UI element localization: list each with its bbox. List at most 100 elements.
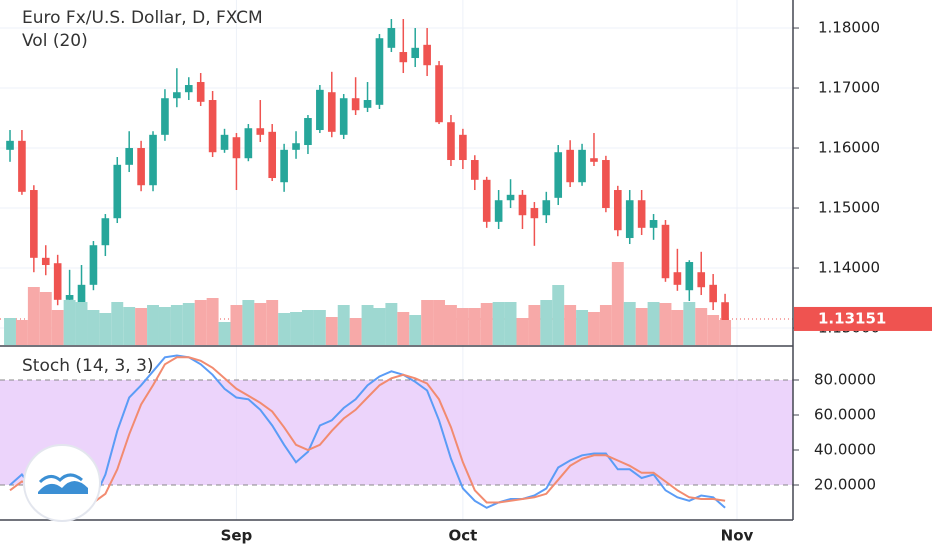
volume-bar — [385, 303, 398, 345]
volume-bar — [492, 302, 505, 345]
volume-bar — [63, 300, 76, 345]
candle-body — [137, 148, 145, 186]
volume-bar — [588, 312, 600, 345]
candle-body — [53, 263, 62, 300]
candle-body — [184, 85, 193, 93]
candle-body — [721, 302, 729, 321]
volume-bar — [528, 305, 541, 345]
y-tick-label: 1.17000 — [818, 79, 880, 97]
volume-bar — [480, 303, 493, 345]
volume-bar — [504, 302, 517, 345]
volume-bar — [611, 262, 624, 345]
volume-bar — [349, 318, 362, 345]
candle-body — [304, 118, 312, 146]
volume-bar — [540, 300, 553, 345]
candle-body — [649, 220, 658, 228]
candle-body — [673, 272, 682, 285]
candle-body — [625, 200, 634, 239]
volume-bar — [337, 305, 350, 345]
candle-body — [602, 160, 610, 209]
volume-bar — [707, 315, 720, 345]
y-tick-label: 1.15000 — [818, 199, 880, 217]
candle-body — [232, 137, 241, 159]
volume-bar — [254, 303, 267, 345]
candle-body — [41, 257, 50, 266]
volume-bar — [325, 317, 338, 345]
y-tick-label: 60.0000 — [814, 406, 876, 424]
y-tick-label: 40.0000 — [814, 441, 876, 459]
last-price-box — [794, 306, 932, 331]
candle-body — [482, 179, 491, 222]
volume-bar — [361, 305, 374, 345]
candle-body — [709, 284, 717, 303]
volume-bar — [15, 320, 28, 345]
volume-bar — [206, 298, 219, 345]
candle-body — [327, 92, 336, 132]
candle-body — [566, 149, 574, 183]
candle-body — [387, 28, 396, 48]
y-tick-label: 20.0000 — [814, 476, 876, 494]
y-tick-label: 1.14000 — [818, 259, 880, 277]
volume-bar — [433, 300, 446, 345]
volume-bar — [230, 305, 243, 345]
y-tick-label: 1.18000 — [818, 19, 880, 37]
candle-body — [518, 194, 527, 216]
volume-bar — [39, 292, 52, 345]
candle-body — [220, 134, 229, 150]
volume-bar — [182, 303, 195, 345]
y-tick-label: 1.16000 — [818, 139, 880, 157]
band — [0, 380, 793, 486]
candle-body — [208, 100, 217, 153]
candle-body — [613, 190, 622, 231]
chart-title: Euro Fx/U.S. Dollar, D, FXCM — [22, 8, 263, 28]
stoch-line — [9, 354, 726, 509]
candle-body — [590, 158, 598, 162]
volume-bar — [409, 315, 422, 345]
volume-bar — [75, 302, 88, 345]
volume-bar — [278, 313, 291, 345]
x-tick-label: Nov — [721, 527, 754, 545]
volume-bar — [671, 310, 684, 345]
volume-bar — [397, 312, 410, 345]
volume-bar — [468, 308, 481, 345]
volume-bar — [599, 305, 612, 345]
candle-body — [435, 65, 443, 123]
volume-bar — [647, 302, 660, 345]
volume-bar — [266, 300, 279, 345]
candle-body — [339, 98, 348, 135]
candle-body — [578, 149, 586, 183]
volume-bar — [516, 318, 529, 345]
volume-bar — [87, 310, 100, 345]
volume-bar — [27, 287, 40, 345]
volume-bar — [218, 322, 231, 345]
volume-bar — [111, 302, 124, 345]
last-price-label: 1.13151 — [818, 309, 886, 327]
candle-body — [244, 128, 253, 159]
candle-body — [554, 152, 563, 198]
candle-body — [65, 295, 74, 300]
volume-bar — [194, 300, 207, 345]
volume-bar — [147, 305, 159, 345]
candle-body — [411, 47, 420, 59]
volume-bar — [313, 310, 326, 345]
volume-bar — [99, 313, 112, 345]
volume-bar — [456, 308, 469, 345]
candle-body — [637, 200, 646, 228]
candle-body — [6, 140, 14, 150]
volume-bar — [421, 300, 434, 345]
volume-bar — [51, 310, 64, 345]
candle-body — [530, 208, 539, 219]
candle-body — [161, 98, 169, 135]
candle-body — [149, 134, 157, 186]
plot-layer — [0, 0, 793, 520]
candle-body — [459, 134, 467, 161]
candle-body — [685, 262, 694, 291]
volume-bar — [683, 302, 696, 345]
candle-body — [89, 245, 98, 285]
y-tick-label: 80.0000 — [814, 371, 876, 389]
volume-title: Vol (20) — [22, 31, 88, 51]
volume-bar — [158, 307, 171, 345]
x-tick-label: Oct — [448, 527, 477, 545]
candle-body — [101, 218, 110, 246]
